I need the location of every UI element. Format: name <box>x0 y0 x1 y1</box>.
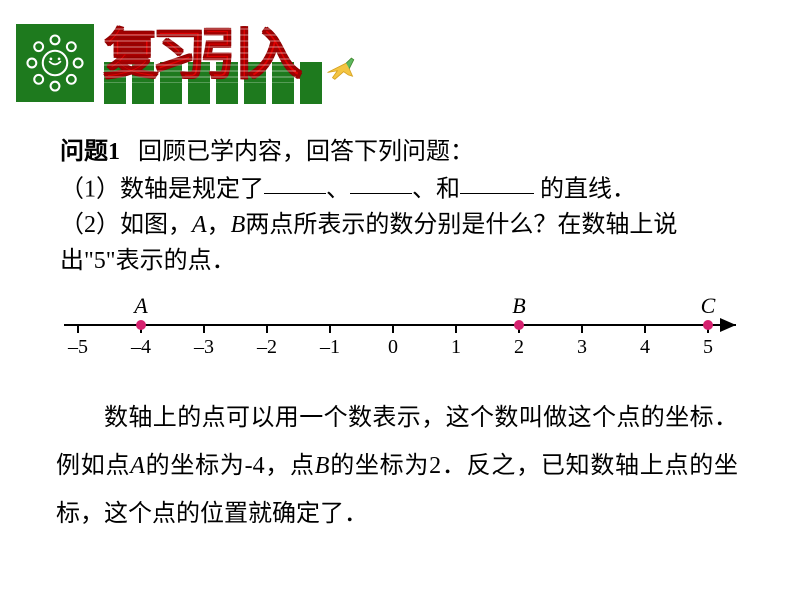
question-block: 问题1 回顾已学内容，回答下列问题： （1）数轴是规定了 、 、和 的直线． （2）… <box>0 104 794 279</box>
slide-header: 复习引入 <box>0 0 794 104</box>
blank-3 <box>460 168 534 194</box>
svg-text:–5: –5 <box>67 336 88 358</box>
q1-l2-a: （2）如图， <box>60 212 192 238</box>
plane-icon <box>323 53 361 94</box>
exp-b: B <box>315 453 330 479</box>
svg-text:–1: –1 <box>319 336 340 358</box>
q1-line0: 问题1 回顾已学内容，回答下列问题： <box>60 134 748 170</box>
blank-2 <box>350 168 412 194</box>
title-block: 复习引入 <box>104 12 364 104</box>
explanation-text: 数轴上的点可以用一个数表示，这个数叫做这个点的坐标．例如点A的坐标为-4，点B的… <box>56 394 738 538</box>
svg-text:0: 0 <box>388 336 398 358</box>
number-line-diagram: –5 –4 –3 –2 –1 0 1 2 3 4 5 A B C <box>48 287 754 372</box>
svg-text:A: A <box>132 293 148 318</box>
slide-title: 复习引入 <box>104 10 296 89</box>
logo-badge <box>16 24 94 102</box>
blank-1 <box>264 168 326 194</box>
number-line-svg: –5 –4 –3 –2 –1 0 1 2 3 4 5 A B C <box>48 287 748 367</box>
q1-line1: （1）数轴是规定了 、 、和 的直线． <box>60 170 748 207</box>
pt-a-ref: A <box>192 212 207 238</box>
q1-label: 问题1 <box>60 139 120 165</box>
svg-text:C: C <box>701 293 716 318</box>
svg-text:2: 2 <box>514 336 524 358</box>
svg-text:5: 5 <box>703 336 713 358</box>
exp-2: 的坐标为-4，点 <box>145 453 315 479</box>
svg-text:4: 4 <box>640 336 650 358</box>
svg-text:B: B <box>512 293 525 318</box>
q1-prompt: 回顾已学内容，回答下列问题： <box>138 139 474 165</box>
q1-l1-a: （1）数轴是规定了 <box>60 176 264 202</box>
q1-l1-d: 的直线． <box>534 176 636 202</box>
svg-text:–2: –2 <box>256 336 277 358</box>
svg-text:–4: –4 <box>130 336 151 358</box>
q1-line2: （2）如图，A，B两点所表示的数分别是什么？在数轴上说出"5"表示的点． <box>60 207 748 279</box>
q1-l1-b: 、 <box>326 176 350 202</box>
exp-a: A <box>130 453 145 479</box>
q1-l1-c: 、和 <box>412 176 460 202</box>
explanation-block: 数轴上的点可以用一个数表示，这个数叫做这个点的坐标．例如点A的坐标为-4，点B的… <box>0 372 794 538</box>
svg-text:1: 1 <box>451 336 461 358</box>
svg-text:–3: –3 <box>193 336 214 358</box>
pt-b-ref: B <box>231 212 246 238</box>
svg-text:3: 3 <box>577 336 587 358</box>
q1-l2-m1: ， <box>207 212 231 238</box>
